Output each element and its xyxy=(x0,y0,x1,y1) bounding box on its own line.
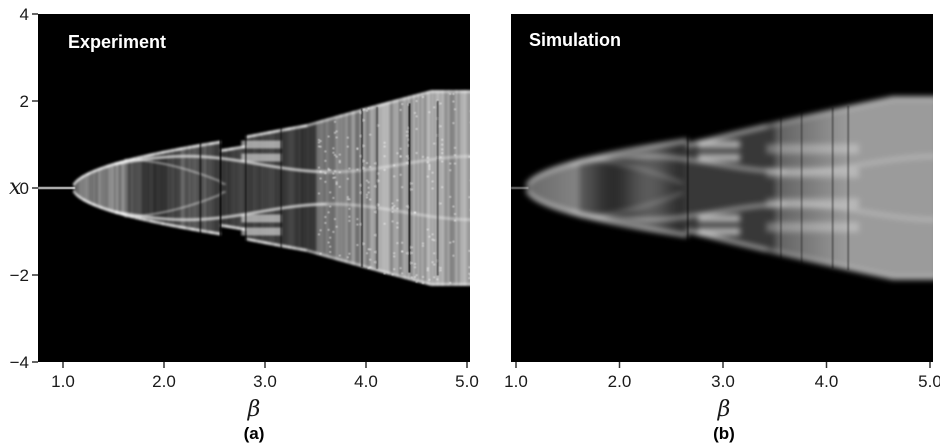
x-tick-label: 4.0 xyxy=(354,372,378,391)
y-tick-label: 0 xyxy=(20,179,29,198)
y-tick-label: 4 xyxy=(20,5,29,24)
x-tick-label: 4.0 xyxy=(815,372,839,391)
x-tick-label: 1.0 xyxy=(504,372,528,391)
y-axis-label: x xyxy=(9,175,22,200)
x-tick-label: 2.0 xyxy=(152,372,176,391)
y-tick-label: −4 xyxy=(10,353,29,372)
x-axis-label-experiment: β xyxy=(247,397,261,422)
simulation-panel: Simulation 1.0 2.0 3.0 4.0 5.0 β (b) xyxy=(504,14,940,443)
x-axis-ticks-simulation: 1.0 2.0 3.0 4.0 5.0 xyxy=(504,362,940,391)
experiment-panel: Experiment 4 2 0 −2 −4 1.0 2.0 3.0 4.0 5.0 x β (… xyxy=(9,5,479,443)
x-axis-ticks-experiment: 1.0 2.0 3.0 4.0 5.0 xyxy=(51,362,479,391)
x-tick-label: 3.0 xyxy=(711,372,735,391)
density-map-simulation xyxy=(511,96,933,280)
density-map-experiment xyxy=(38,90,470,286)
x-tick-label: 2.0 xyxy=(608,372,632,391)
x-tick-label: 1.0 xyxy=(51,372,75,391)
x-axis-label-simulation: β xyxy=(717,397,731,422)
y-tick-label: −2 xyxy=(10,266,29,285)
y-tick-label: 2 xyxy=(20,92,29,111)
panel-label-a: (a) xyxy=(244,424,265,443)
panel-title-experiment: Experiment xyxy=(68,32,166,52)
x-tick-label: 5.0 xyxy=(918,372,940,391)
x-tick-label: 5.0 xyxy=(455,372,479,391)
panel-title-simulation: Simulation xyxy=(529,30,621,50)
panel-label-b: (b) xyxy=(713,424,735,443)
x-tick-label: 3.0 xyxy=(253,372,277,391)
y-axis-ticks: 4 2 0 −2 −4 xyxy=(10,5,38,372)
